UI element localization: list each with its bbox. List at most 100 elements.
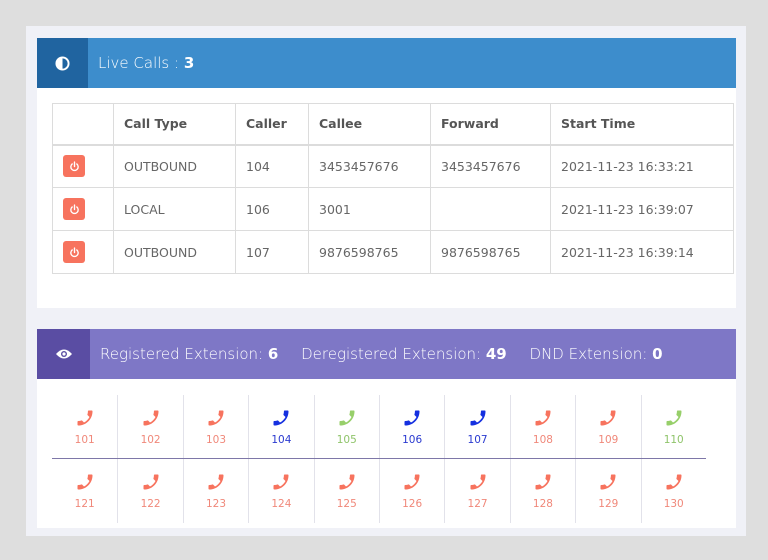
live-calls-table: Call Type Caller Callee Forward Start Time O… [52,103,734,274]
phone-icon [600,474,616,490]
extension-item[interactable]: 126 [378,459,444,523]
hangup-button[interactable] [63,241,85,263]
extension-number: 103 [205,433,226,446]
dashboard-frame: Live Calls : 3 Call Type Caller Callee Forw… [26,26,746,536]
phone-icon [666,474,682,490]
phone-icon [208,474,224,490]
table-row: OUTBOUND 107 9876598765 9876598765 2021-11-2… [52,230,734,274]
phone-icon [208,410,224,425]
phone-icon [339,410,355,425]
power-icon [69,161,79,171]
phone-icon [404,474,420,490]
cell-start: 2021-11-23 16:33:21 [550,144,734,188]
extension-item[interactable]: 124 [248,459,313,523]
action-cell [52,230,114,274]
cell-start: 2021-11-23 16:39:07 [550,187,734,231]
extension-item[interactable]: 121 [52,459,117,523]
registered-label: Registered Extension: [100,345,268,363]
extension-number: 107 [467,433,488,446]
cell-callee: 3001 [308,187,431,231]
live-calls-header: Live Calls : 3 [37,38,736,88]
extension-item[interactable]: 127 [444,459,509,523]
extension-item[interactable]: 106 [378,395,444,458]
phone-icon [143,474,159,490]
cell-type: OUTBOUND [113,230,236,274]
extension-item[interactable]: 104 [248,395,313,458]
column-header: Callee [308,103,431,146]
extension-number: 106 [402,433,423,446]
extension-item[interactable]: 122 [117,459,182,523]
extension-number: 121 [74,498,95,510]
extension-item[interactable]: 130 [640,459,706,523]
power-icon [69,203,79,214]
extension-item[interactable]: 125 [313,459,379,523]
table-row: OUTBOUND 104 3453457676 3453457676 2021-11-2… [52,144,734,188]
column-header: Start Time [550,103,734,146]
extension-number: 123 [205,498,226,510]
phone-icon [535,474,551,490]
hangup-button[interactable] [63,198,85,220]
dnd-count: 0 [652,345,663,363]
extension-number: 128 [532,498,553,510]
phone-icon [535,410,551,425]
phone-icon [77,410,93,425]
extension-item[interactable]: 105 [313,395,379,458]
phone-icon [339,474,355,490]
phone-icon [77,474,93,490]
extension-item[interactable]: 110 [640,395,706,458]
eye-icon [37,329,90,379]
column-header: Call Type [113,103,236,146]
extension-item[interactable]: 128 [509,459,575,523]
action-cell [52,144,114,188]
phone-icon [470,410,486,425]
extension-number: 129 [598,498,619,510]
deregistered-label: Deregistered Extension: [301,345,486,363]
extension-item[interactable]: 102 [117,395,182,458]
phone-icon [404,410,420,425]
half-circle-icon [37,38,88,88]
cell-caller: 104 [235,144,309,188]
phone-icon [470,474,486,490]
live-calls-label: Live Calls : [98,54,184,72]
extensions-panel: Registered Extension: 6 Deregistered Ext… [37,329,736,528]
extension-number: 104 [271,433,292,446]
extensions-header: Registered Extension: 6 Deregistered Ext… [37,329,736,379]
extension-item[interactable]: 108 [509,395,575,458]
extension-number: 105 [336,433,357,446]
extension-item[interactable]: 101 [52,395,117,458]
extension-number: 127 [467,498,488,510]
extension-item[interactable]: 129 [575,459,640,523]
cell-type: OUTBOUND [113,144,236,188]
extension-number: 125 [336,498,357,510]
extension-item[interactable]: 103 [182,395,248,458]
hangup-button[interactable] [63,155,85,178]
extension-item[interactable]: 107 [444,395,509,458]
live-calls-panel: Live Calls : 3 Call Type Caller Callee Forw… [37,38,736,308]
extension-number: 108 [532,433,553,446]
registered-count: 6 [267,345,279,363]
extension-grid: 101 102 103 104 105 106 107 108 109 110 121 122 123 1… [52,395,706,523]
extension-number: 110 [663,433,684,446]
cell-type: LOCAL [113,187,236,231]
extension-item[interactable]: 123 [182,459,248,523]
extension-number: 102 [140,433,161,446]
phone-icon [666,410,682,425]
extension-row: 121 122 123 124 125 126 127 128 129 130 [52,459,706,523]
cell-caller: 107 [235,230,309,274]
extension-number: 130 [663,498,684,510]
phone-icon [143,410,159,425]
phone-icon [273,474,289,490]
extension-item[interactable]: 109 [575,395,640,458]
cell-forward [430,187,551,231]
extension-row: 101 102 103 104 105 106 107 108 109 110 [52,395,706,459]
cell-forward: 9876598765 [430,230,551,274]
cell-callee: 9876598765 [308,230,431,274]
deregistered-count: 49 [485,345,507,363]
cell-callee: 3453457676 [308,144,431,188]
extension-number: 126 [402,498,423,510]
live-calls-count: 3 [183,54,195,72]
power-icon [69,246,79,257]
action-cell [52,187,114,231]
cell-start: 2021-11-23 16:39:14 [550,230,734,274]
phone-icon [600,410,616,425]
